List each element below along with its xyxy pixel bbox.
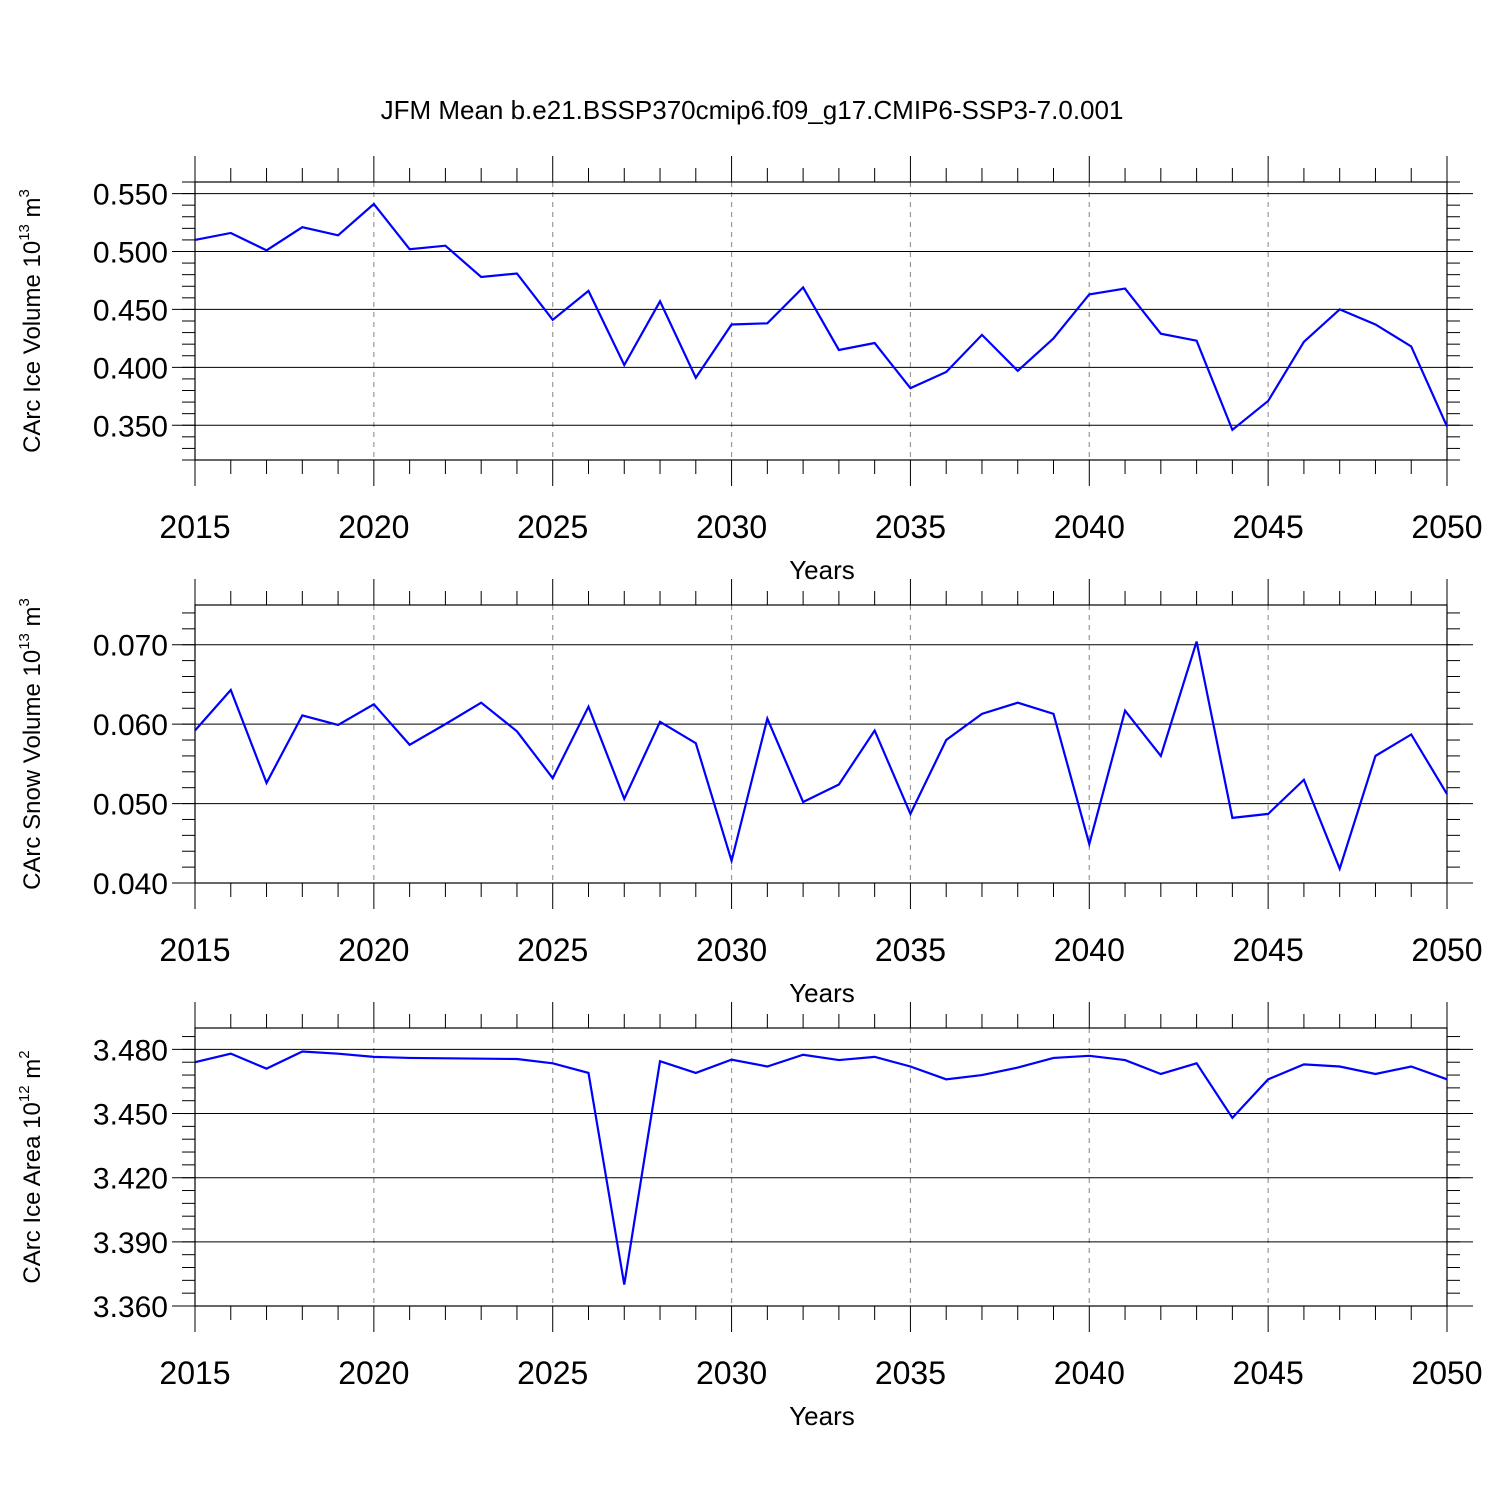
x-axis-label: Years: [789, 1401, 855, 1431]
y-tick-label: 0.550: [93, 179, 168, 212]
x-tick-label: 2020: [338, 509, 409, 545]
y-tick-label: 0.050: [93, 789, 168, 822]
x-tick-label: 2050: [1411, 1355, 1482, 1391]
x-tick-label: 2030: [696, 1355, 767, 1391]
x-tick-label: 2025: [517, 509, 588, 545]
x-tick-label: 2035: [875, 932, 946, 968]
y-tick-label: 3.360: [93, 1291, 168, 1324]
plot-frame: [194, 1027, 1448, 1307]
y-tick-label: 0.350: [93, 410, 168, 443]
x-tick-label: 2015: [159, 509, 230, 545]
x-tick-label: 2040: [1054, 932, 1125, 968]
x-tick-label: 2025: [517, 1355, 588, 1391]
x-tick-label: 2030: [696, 932, 767, 968]
x-tick-label: 2045: [1233, 1355, 1304, 1391]
panel-snow-volume: 2015 2020 2025 2030 2035 2040 2045 2050 0.040 0.0…: [16, 579, 1483, 1008]
x-tick-label: 2035: [875, 509, 946, 545]
x-axis-label: Years: [789, 555, 855, 585]
y-tick-label: 3.420: [93, 1163, 168, 1196]
figure-title: JFM Mean b.e21.BSSP370cmip6.f09_g17.CMIP…: [381, 95, 1124, 125]
series-line-ice-volume: [194, 202, 1449, 432]
x-tick-label: 2030: [696, 509, 767, 545]
plot-frame: [194, 604, 1448, 884]
x-tick-label: 2045: [1233, 509, 1304, 545]
y-tick-label: 0.500: [93, 237, 168, 270]
x-tick-label: 2045: [1233, 932, 1304, 968]
series-line-ice-area: [194, 1050, 1448, 1285]
x-tick-label: 2025: [517, 932, 588, 968]
y-axis-label: CArc Ice Area 1012 m2: [16, 1050, 46, 1283]
plot-frame: [194, 181, 1448, 461]
x-tick-label: 2015: [159, 1355, 230, 1391]
y-tick-label: 3.480: [93, 1034, 168, 1067]
x-tick-label: 2050: [1411, 932, 1482, 968]
x-axis-label: Years: [789, 978, 855, 1008]
y-axis-label: CArc Snow Volume 1013 m3: [16, 598, 46, 890]
panels-container: 2015 2020 2025 2030 2035 2040 2045 2050 0.350 0.4…: [16, 156, 1483, 1431]
x-tick-label: 2020: [338, 932, 409, 968]
y-tick-label: 0.400: [93, 352, 168, 385]
y-tick-label: 0.070: [93, 630, 168, 663]
panel-ice-volume: 2015 2020 2025 2030 2035 2040 2045 2050 0.350 0.4…: [16, 156, 1483, 585]
x-tick-label: 2035: [875, 1355, 946, 1391]
y-axis-label: CArc Ice Volume 1013 m3: [16, 189, 46, 453]
y-tick-label: 0.060: [93, 709, 168, 742]
x-tick-label: 2040: [1054, 509, 1125, 545]
x-tick-label: 2015: [159, 932, 230, 968]
x-tick-label: 2020: [338, 1355, 409, 1391]
y-tick-label: 3.390: [93, 1227, 168, 1260]
y-tick-label: 0.040: [93, 868, 168, 901]
x-tick-label: 2050: [1411, 509, 1482, 545]
panel-ice-area: 2015 2020 2025 2030 2035 2040 2045 2050 3.360 3.3…: [16, 1002, 1483, 1431]
y-tick-label: 3.450: [93, 1099, 168, 1132]
series-line-snow-volume: [194, 641, 1448, 872]
x-tick-label: 2040: [1054, 1355, 1125, 1391]
y-tick-label: 0.450: [93, 294, 168, 327]
